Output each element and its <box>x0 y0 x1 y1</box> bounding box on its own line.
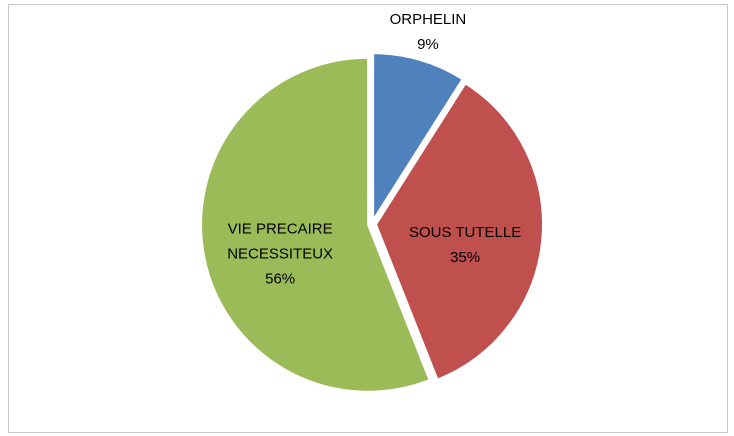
category-label: VIE PRECAIRE NECESSITEUX <box>227 220 334 263</box>
data-label: SOUS TUTELLE 35% <box>395 220 535 270</box>
value-label: 9% <box>417 35 439 53</box>
category-label: SOUS TUTELLE <box>408 223 522 241</box>
pie-slice <box>200 56 431 393</box>
value-label: 56% <box>265 270 296 288</box>
chart-frame <box>8 4 728 433</box>
data-label: VIE PRECAIRE NECESSITEUX 56% <box>210 216 350 291</box>
pie-slice <box>374 81 544 381</box>
category-label: ORPHELIN <box>389 10 467 28</box>
pie-slice <box>372 52 464 224</box>
data-label: ORPHELIN 9% <box>358 7 498 57</box>
value-label: 35% <box>450 248 481 266</box>
